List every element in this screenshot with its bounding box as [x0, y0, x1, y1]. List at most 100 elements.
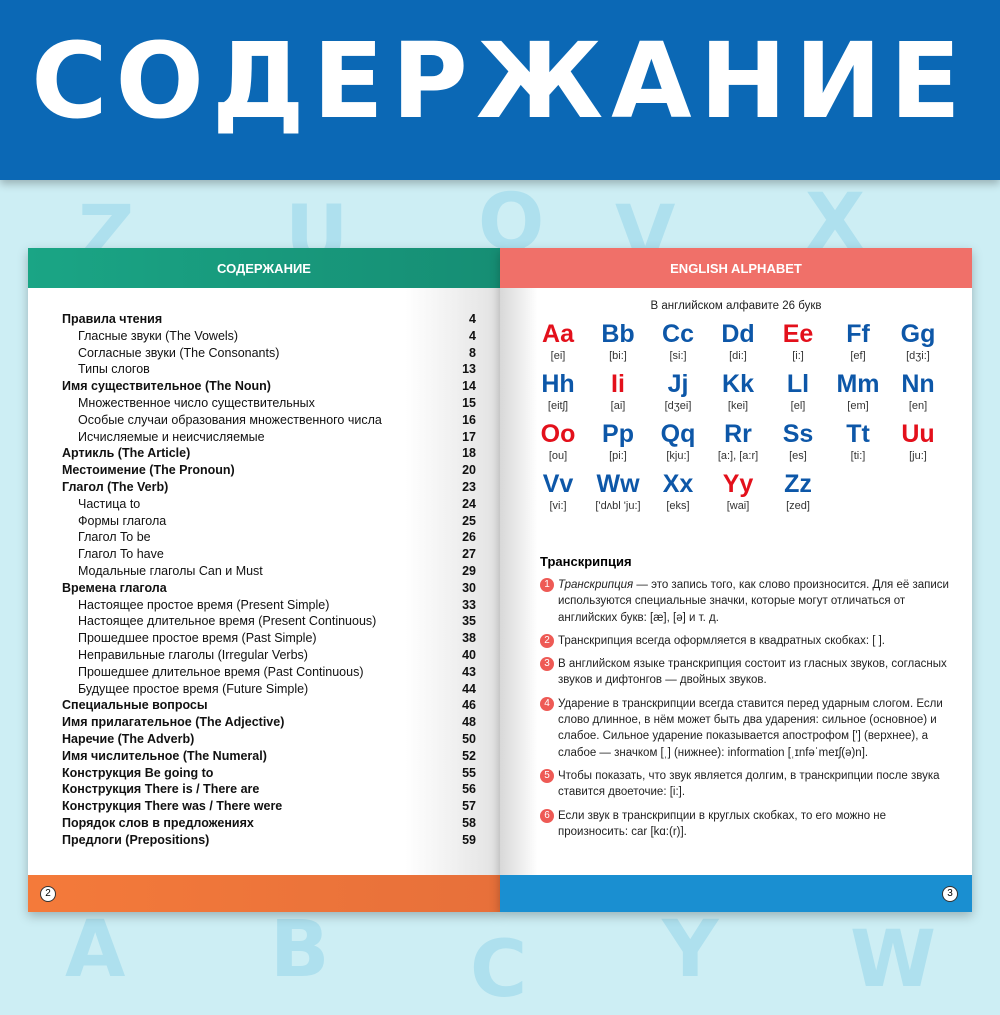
left-page-header: СОДЕРЖАНИЕ — [28, 248, 500, 288]
letter-transcription: [es] — [789, 450, 807, 462]
toc-entry-page: 27 — [462, 547, 476, 562]
transcription-rule: 3 В английском языке транскрипция состоит… — [540, 656, 950, 689]
toc-entry-page: 55 — [462, 765, 476, 780]
toc-entry-page: 57 — [462, 799, 476, 814]
table-of-contents: Правила чтения 4 Гласные звуки (The Vowels… — [62, 312, 476, 850]
toc-entry[interactable]: Артикль (The Article) 18 — [62, 446, 476, 463]
toc-entry-page: 56 — [462, 782, 476, 797]
toc-entry[interactable]: Времена глагола 30 — [62, 581, 476, 598]
toc-entry[interactable]: Глагол To have 27 — [62, 547, 476, 564]
alphabet-letter: Dd [di:] — [708, 320, 768, 362]
toc-entry-title: Особые случаи образования множественного… — [78, 412, 382, 427]
letter-transcription: ['dʌbl 'ju:] — [595, 500, 641, 512]
toc-entry[interactable]: Настоящее длительное время (Present Cont… — [62, 614, 476, 631]
toc-entry-title: Формы глагола — [78, 513, 167, 528]
letter-transcription: [em] — [847, 400, 869, 412]
letter-glyph: Hh — [541, 370, 575, 398]
alphabet-letter: Pp [pi:] — [588, 420, 648, 462]
toc-entry[interactable]: Будущее простое время (Future Simple) 44 — [62, 682, 476, 699]
rule-text: — это запись того, как слово произноситс… — [558, 579, 949, 624]
toc-entry-page: 50 — [462, 731, 476, 746]
toc-entry[interactable]: Частица to 24 — [62, 497, 476, 514]
toc-entry[interactable]: Имя существительное (The Noun) 14 — [62, 379, 476, 396]
toc-entry[interactable]: Множественное число существительных 15 — [62, 396, 476, 413]
toc-entry-page: 30 — [462, 580, 476, 595]
letter-glyph: Aa — [542, 320, 574, 348]
alphabet-letter: Aa [ei] — [528, 320, 588, 362]
right-page-header: ENGLISH ALPHABET — [500, 248, 972, 288]
toc-entry-page: 16 — [462, 412, 476, 427]
toc-entry[interactable]: Местоимение (The Pronoun) 20 — [62, 463, 476, 480]
letter-transcription: [bi:] — [609, 350, 627, 362]
transcription-rule: 5 Чтобы показать, что звук является долги… — [540, 768, 950, 801]
toc-entry-title: Наречие (The Adverb) — [62, 731, 195, 746]
toc-entry[interactable]: Модальные глаголы Can и Must 29 — [62, 564, 476, 581]
toc-entry-page: 20 — [462, 463, 476, 478]
letter-glyph: Nn — [901, 370, 935, 398]
toc-entry[interactable]: Глагол (The Verb) 23 — [62, 480, 476, 497]
banner: СОДЕРЖАНИЕ — [0, 0, 1000, 180]
toc-entry-title: Настоящее длительное время (Present Cont… — [78, 614, 377, 629]
toc-entry-page: 15 — [462, 395, 476, 410]
toc-entry[interactable]: Конструкция Be going to 55 — [62, 765, 476, 783]
toc-entry[interactable]: Типы слогов 13 — [62, 362, 476, 379]
rule-text: В английском языке транскрипция состоит … — [558, 658, 947, 687]
toc-entry-title: Конструкция There was / There were — [62, 799, 283, 814]
letter-transcription: [ef] — [850, 350, 866, 362]
letter-glyph: Kk — [722, 370, 754, 398]
letter-transcription: [ju:] — [909, 450, 927, 462]
toc-entry-title: Глагол To be — [78, 530, 151, 545]
alphabet-letter: Ff [ef] — [828, 320, 888, 362]
toc-entry[interactable]: Имя прилагательное (The Adjective) 48 — [62, 715, 476, 732]
toc-entry-page: 25 — [462, 513, 476, 528]
letter-glyph: Yy — [722, 470, 754, 498]
rule-text: Транскрипция всегда оформляется в квадра… — [558, 634, 885, 647]
toc-entry-page: 38 — [462, 631, 476, 646]
toc-entry-title: Предлоги (Prepositions) — [62, 832, 210, 847]
letter-transcription: [di:] — [729, 350, 747, 362]
transcription-rule: 2 Транскрипция всегда оформляется в квадр… — [540, 633, 950, 649]
letter-transcription: [eitʃ] — [547, 400, 569, 412]
letter-transcription: [zed] — [786, 500, 810, 512]
toc-entry[interactable]: Прошедшее простое время (Past Simple) 38 — [62, 631, 476, 648]
toc-entry[interactable]: Конструкция There is / There are 56 — [62, 782, 476, 799]
letter-glyph: Rr — [724, 420, 752, 448]
toc-entry-page: 44 — [462, 681, 476, 696]
transcription-section: Транскрипция 1 Транскрипция — это запись … — [540, 554, 950, 847]
toc-entry[interactable]: Правила чтения 4 — [62, 312, 476, 329]
toc-entry[interactable]: Согласные звуки (The Consonants) 8 — [62, 346, 476, 363]
letter-transcription: [en] — [908, 400, 928, 412]
toc-entry[interactable]: Особые случаи образования множественного… — [62, 412, 476, 430]
toc-entry-page: 48 — [462, 715, 476, 730]
toc-entry[interactable]: Настоящее простое время (Present Simple)… — [62, 598, 476, 615]
toc-entry[interactable]: Формы глагола 25 — [62, 513, 476, 531]
letter-glyph: Gg — [900, 320, 936, 348]
toc-entry-title: Имя существительное (The Noun) — [62, 379, 271, 394]
toc-entry[interactable]: Порядок слов в предложениях 58 — [62, 816, 476, 833]
letter-glyph: Qq — [660, 420, 696, 448]
alphabet-letter: Zz [zed] — [768, 470, 828, 512]
toc-entry[interactable]: Имя числительное (The Numeral) 52 — [62, 749, 476, 766]
toc-entry-page: 26 — [462, 530, 476, 545]
toc-entry[interactable]: Специальные вопросы 46 — [62, 698, 476, 715]
toc-entry[interactable]: Глагол To be 26 — [62, 530, 476, 547]
transcription-rule: 4 Ударение в транскрипции всегда ставится… — [540, 696, 950, 761]
toc-entry-page: 4 — [469, 328, 476, 343]
toc-entry[interactable]: Гласные звуки (The Vowels) 4 — [62, 329, 476, 346]
letter-glyph: Ii — [611, 370, 625, 398]
page-number: 3 — [942, 886, 958, 902]
toc-entry[interactable]: Наречие (The Adverb) 50 — [62, 731, 476, 749]
toc-entry-page: 29 — [462, 563, 476, 578]
letter-transcription: [vi:] — [549, 500, 567, 512]
toc-entry[interactable]: Исчисляемые и неисчисляемые 17 — [62, 430, 476, 447]
alphabet-letter: Kk [kei] — [708, 370, 768, 412]
toc-entry[interactable]: Предлоги (Prepositions) 59 — [62, 832, 476, 850]
toc-entry[interactable]: Конструкция There was / There were 57 — [62, 799, 476, 816]
toc-entry-title: Конструкция Be going to — [62, 765, 214, 780]
toc-entry-page: 46 — [462, 698, 476, 713]
alphabet-letter: Nn [en] — [888, 370, 948, 412]
toc-entry[interactable]: Прошедшее длительное время (Past Continu… — [62, 665, 476, 682]
background-letter: B — [270, 905, 330, 995]
toc-entry[interactable]: Неправильные глаголы (Irregular Verbs) 40 — [62, 648, 476, 665]
letter-transcription: [wai] — [726, 500, 750, 512]
